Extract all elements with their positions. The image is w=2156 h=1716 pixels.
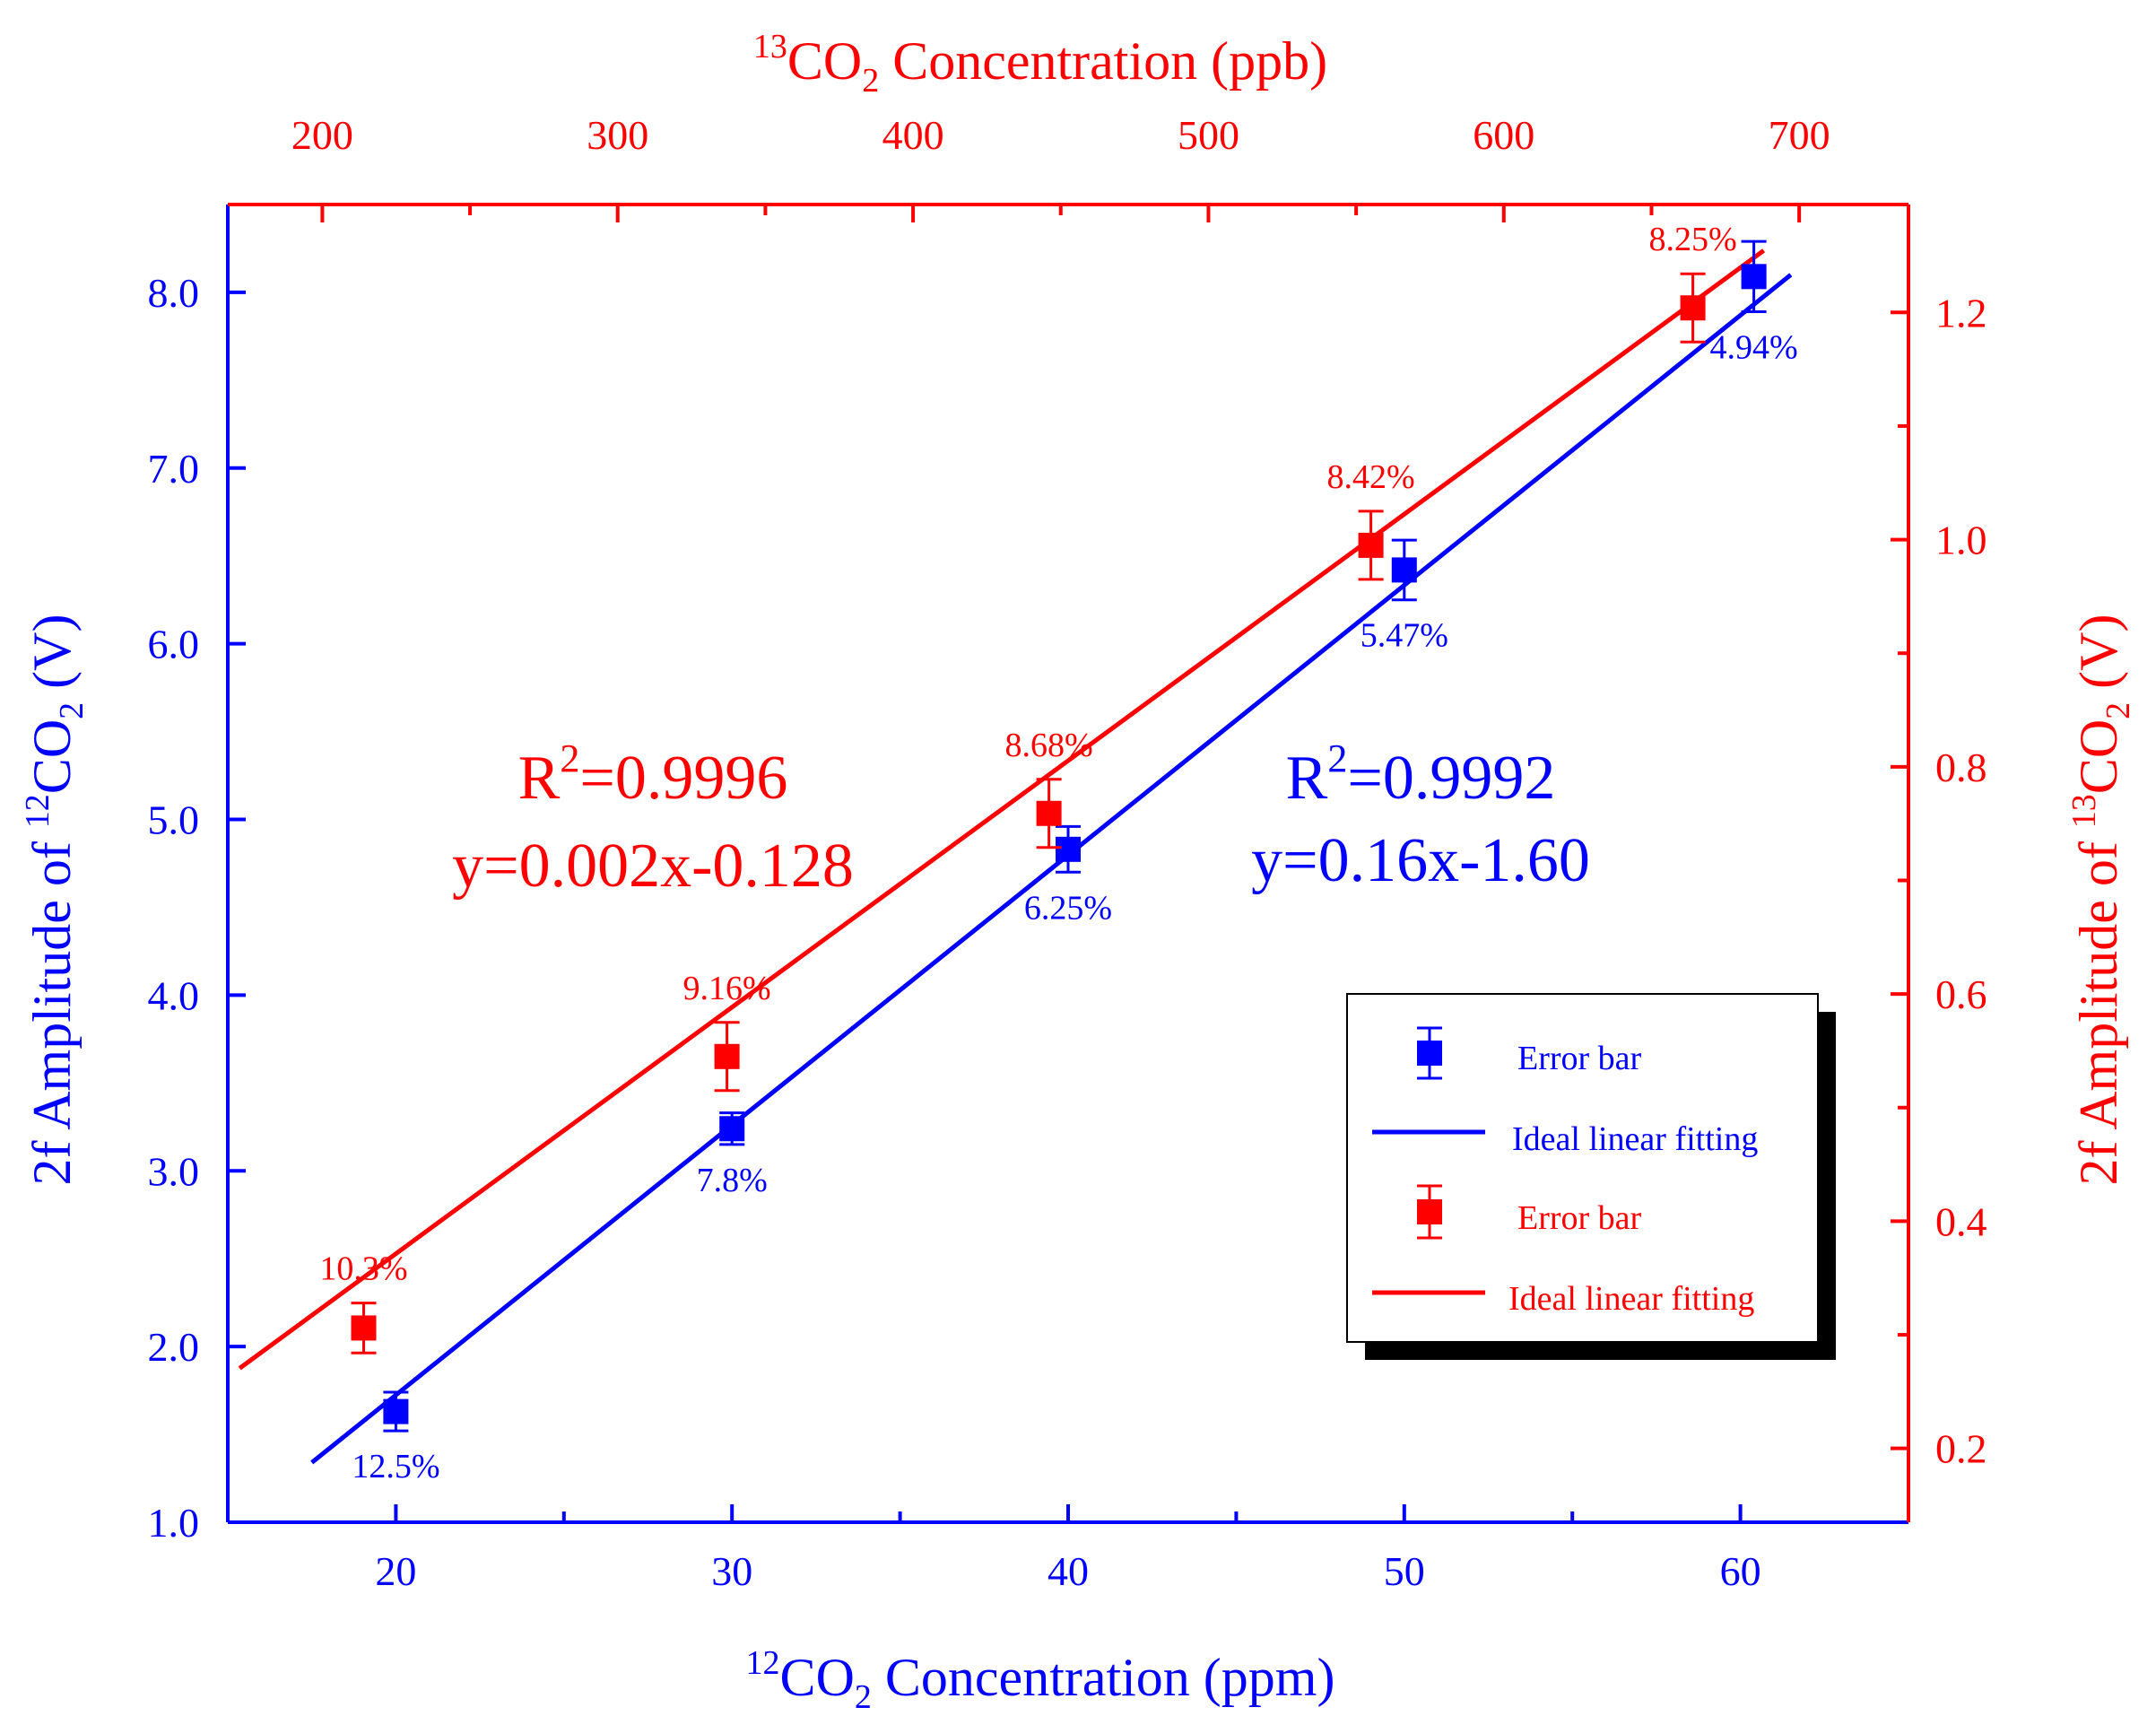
red-data-point [1680,295,1706,321]
red-r2-pre: R [518,744,561,813]
red-percent-label: 10.3% [319,1250,407,1288]
red-equation: y=0.002x-0.128 [452,832,854,901]
legend-label-red-fit: Ideal linear fitting [1508,1280,1754,1318]
bottom-axis-title-prefix: 12 [746,1644,780,1682]
left-axis-title-formula: CO [22,719,82,794]
top-axis-title: 13CO2 Concentration (ppb) [753,28,1327,100]
blue-percent-label: 12.5% [352,1448,439,1485]
right-axis-title: 2f Amplitude of 13CO2 (V) [2065,614,2137,1186]
top-tick-label: 500 [1178,112,1239,158]
red-r2-annotation: R2=0.9996 [518,736,788,813]
right-axis-title-subscript: 2 [2099,702,2137,719]
blue-data-point [383,1398,409,1424]
bottom-axis-title-suffix: Concentration (ppm) [872,1648,1335,1707]
top-tick-label: 300 [587,112,648,158]
blue-data-point [719,1116,745,1142]
right-tick-label: 1.2 [1935,290,1987,335]
top-tick-label: 700 [1769,112,1830,158]
blue-r2-sup: 2 [1327,736,1347,780]
left-tick-label: 2.0 [148,1324,200,1370]
blue-equation: y=0.16x-1.60 [1251,826,1590,895]
data-points: 12.5% 7.8% 6.25% 5.47% 4.94% 10.3% 9.16% 8.68% 8… [319,221,1797,1485]
bottom-tick-label: 20 [375,1548,416,1594]
red-percent-label: 8.25% [1648,221,1736,258]
blue-data-point [1391,557,1417,583]
red-data-point [1358,532,1384,558]
left-tick-label: 3.0 [148,1148,200,1194]
right-axis-title-superscript: 13 [2065,794,2103,828]
top-tick-label: 600 [1473,112,1534,158]
top-axis-title-suffix: Concentration (ppb) [879,31,1327,91]
legend-entry-blue-marker [1417,1026,1442,1080]
top-axis-title-formula: CO [787,31,862,91]
bottom-axis-title: 12CO2 Concentration (ppm) [746,1644,1335,1716]
bottom-axis-title-subscript: 2 [855,1678,872,1716]
right-axis-title-prefix: 2f Amplitude of [2069,828,2128,1185]
legend-label-blue-fit: Ideal linear fitting [1512,1120,1758,1158]
left-axis-title-superscript: 12 [19,794,57,828]
blue-fit-line [310,273,1793,1465]
bottom-tick-label: 30 [711,1548,752,1594]
bottom-axis-title-formula: CO [780,1648,855,1707]
left-tick-label: 5.0 [148,797,200,843]
right-tick-label: 1.0 [1935,518,1987,563]
left-tick-label: 7.0 [148,446,200,492]
top-tick-label: 400 [882,112,944,158]
bottom-tick-label: 40 [1048,1548,1089,1594]
blue-percent-label: 7.8% [697,1162,768,1199]
left-axis-title-suffix: (V) [22,614,82,702]
top-tick-label: 200 [291,112,353,158]
bottom-tick-label: 50 [1384,1548,1425,1594]
blue-data-point [1056,836,1081,862]
red-percent-label: 8.42% [1327,458,1415,496]
blue-r2-annotation: R2=0.9992 [1286,736,1556,813]
left-tick-label: 1.0 [148,1500,200,1546]
legend-label-blue-errorbar: Error bar [1517,1040,1642,1077]
blue-r2-value: =0.9992 [1347,744,1555,813]
red-data-point [714,1043,740,1069]
top-axis-title-prefix: 13 [753,28,787,65]
axis-ticks: 20 30 40 50 60 200 300 400 500 600 700 1.0 2.0 3.0 4.0… [148,112,1987,1594]
blue-data-point [1741,264,1767,290]
blue-percent-label: 5.47% [1361,617,1448,655]
axis-titles: 12CO2 Concentration (ppm)13CO2 Concentra… [19,28,2137,1716]
blue-r2-pre: R [1286,744,1328,813]
right-axis-title-suffix: (V) [2069,614,2128,702]
right-tick-label: 0.6 [1935,971,1987,1017]
fit-lines [238,248,1793,1465]
left-tick-label: 4.0 [148,972,200,1018]
blue-percent-label: 6.25% [1024,889,1112,927]
red-data-point [351,1315,377,1341]
right-tick-label: 0.4 [1935,1198,1987,1244]
red-percent-label: 8.68% [1005,727,1093,764]
top-axis-title-subscript: 2 [862,62,879,100]
red-data-point [1036,800,1062,826]
blue-percent-label: 4.94% [1710,328,1798,366]
left-axis-title: 2f Amplitude of 12CO2 (V) [19,614,91,1186]
red-percent-label: 9.16% [683,970,771,1007]
red-r2-value: =0.9996 [579,744,787,813]
left-tick-label: 6.0 [148,622,200,667]
red-r2-sup: 2 [560,736,579,780]
left-tick-label: 8.0 [148,270,200,316]
legend: Error bar Ideal linear fitting Error bar… [1346,993,1836,1360]
right-tick-label: 0.8 [1935,745,1987,790]
right-tick-label: 0.2 [1935,1426,1987,1472]
legend-label-red-errorbar: Error bar [1517,1199,1642,1237]
left-axis-title-prefix: 2f Amplitude of [22,828,82,1185]
left-axis-title-subscript: 2 [53,702,91,719]
red-fit-line [238,248,1766,1371]
legend-entry-red-marker [1417,1184,1442,1240]
right-axis-title-formula: CO [2069,719,2128,794]
bottom-tick-label: 60 [1720,1548,1761,1594]
